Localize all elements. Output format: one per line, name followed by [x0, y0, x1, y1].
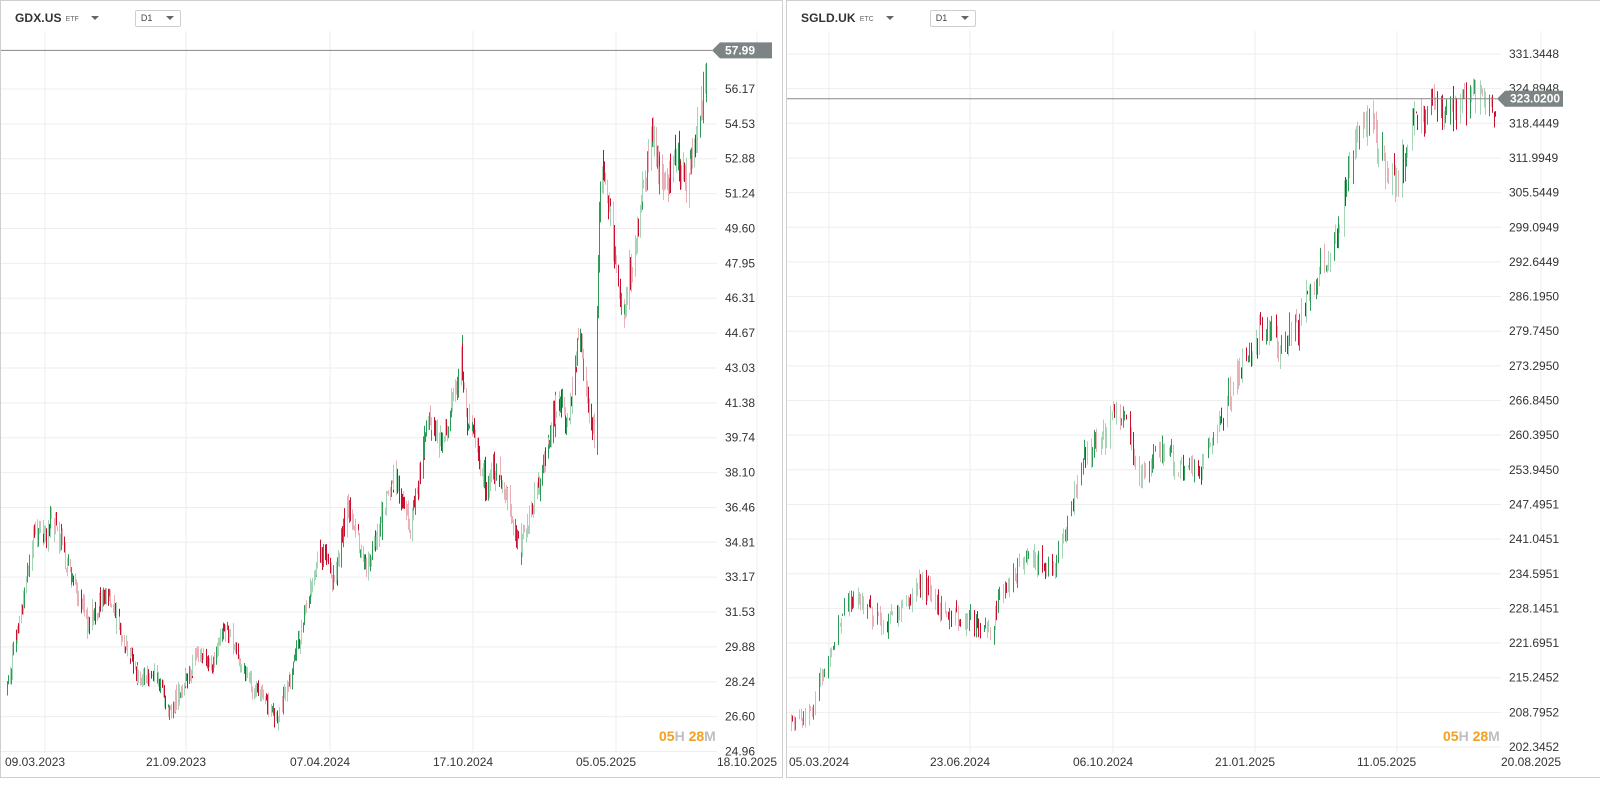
- y-tick-label: 46.31: [725, 291, 755, 305]
- x-tick-label: 05.03.2024: [789, 755, 849, 769]
- y-tick-label: 51.24: [725, 187, 755, 201]
- y-tick-label: 311.9949: [1509, 151, 1558, 165]
- price-tag-label: 57.99: [725, 43, 755, 57]
- y-tick-label: 43.03: [725, 361, 755, 375]
- y-tick-label: 318.4449: [1509, 116, 1559, 130]
- countdown-minutes-unit: M: [704, 728, 716, 744]
- y-tick-label: 208.7952: [1509, 705, 1559, 719]
- y-tick-label: 266.8450: [1509, 394, 1559, 408]
- y-tick-label: 279.7450: [1509, 324, 1559, 338]
- x-tick-label: 11.05.2025: [1357, 755, 1416, 769]
- chart-panel-gdx: GDX.US ETF D1 56.17 54.53 52.88 51.24 49.60 4…: [0, 0, 783, 778]
- price-chart[interactable]: 56.17 54.53 52.88 51.24 49.60 47.95 46.31 44.67…: [1, 1, 782, 777]
- y-tick-label: 41.38: [725, 396, 755, 410]
- countdown-hours-unit: H: [1458, 728, 1469, 744]
- countdown-minutes: 28: [1472, 728, 1489, 744]
- y-tick-label: 38.10: [725, 466, 755, 480]
- candle-countdown: 05H 28M: [659, 728, 716, 744]
- x-tick-label: 09.03.2023: [5, 755, 65, 769]
- x-tick-label: 17.10.2024: [433, 755, 493, 769]
- y-tick-label: 33.17: [725, 570, 755, 584]
- timeframe-select[interactable]: D1: [929, 9, 977, 27]
- symbol-dropdown-icon[interactable]: [90, 16, 99, 20]
- y-tick-label: 299.0949: [1509, 220, 1559, 234]
- chevron-down-icon: [961, 16, 970, 20]
- chevron-down-icon: [166, 16, 175, 20]
- x-tick-label: 07.04.2024: [290, 755, 350, 769]
- x-tick-label: 18.10.2025: [717, 755, 777, 769]
- countdown-hours: 05: [1443, 728, 1459, 744]
- candle-countdown: 05H 28M: [1443, 728, 1500, 744]
- symbol-name[interactable]: GDX.US: [15, 11, 62, 25]
- x-tick-label: 21.09.2023: [146, 755, 206, 769]
- y-tick-label: 47.95: [725, 256, 755, 270]
- current-price-tag: 323.0200: [1497, 90, 1563, 107]
- y-tick-label: 260.3950: [1509, 428, 1559, 442]
- y-tick-label: 56.17: [725, 82, 755, 96]
- y-tick-label: 221.6951: [1509, 636, 1559, 650]
- current-price-tag: 57.99: [712, 42, 772, 59]
- x-axis: 05.03.2024 23.06.2024 06.10.2024 21.01.2025…: [789, 755, 1561, 769]
- price-tag-label: 323.0200: [1510, 92, 1560, 106]
- x-tick-label: 23.06.2024: [930, 755, 990, 769]
- price-chart[interactable]: 331.3448324.8948318.4449311.9949305.5449…: [787, 1, 1600, 777]
- chart-panel-sgld: SGLD.UK ETC D1 331.3448 324.8948 318.4449 3…: [786, 0, 1600, 778]
- y-tick-label: 234.5951: [1509, 567, 1559, 581]
- x-axis: 09.03.2023 21.09.2023 07.04.2024 17.10.2024…: [5, 755, 777, 769]
- ohlc-bars: [7, 62, 707, 731]
- y-tick-label: 228.1451: [1509, 601, 1559, 615]
- y-tick-label: 52.88: [725, 152, 755, 166]
- y-axis: 56.17 54.53 52.88 51.24 49.60 47.95 46.31 44.67…: [725, 82, 755, 759]
- symbol-name[interactable]: SGLD.UK: [801, 11, 856, 25]
- ohlc-bars: [791, 78, 1496, 732]
- symbol-dropdown-icon[interactable]: [885, 16, 894, 20]
- symbol-type: ETF: [65, 16, 79, 23]
- y-tick-label: 28.24: [725, 675, 755, 689]
- countdown-hours-unit: H: [674, 728, 685, 744]
- y-tick-label: 305.5449: [1509, 186, 1559, 200]
- y-tick-label: 273.2950: [1509, 359, 1559, 373]
- y-tick-label: 29.88: [725, 640, 755, 654]
- symbol-type: ETC: [859, 16, 874, 23]
- y-tick-label: 286.1950: [1509, 290, 1559, 304]
- x-tick-label: 05.05.2025: [576, 755, 636, 769]
- y-tick-label: 24.96: [725, 745, 755, 759]
- x-tick-label: 06.10.2024: [1073, 755, 1133, 769]
- y-tick-label: 34.81: [725, 535, 755, 549]
- y-tick-label: 253.9450: [1509, 463, 1559, 477]
- y-tick-label: 292.6449: [1509, 255, 1559, 269]
- y-tick-label: 54.53: [725, 117, 755, 131]
- timeframe-select[interactable]: D1: [134, 9, 182, 27]
- price-tag-shape: [712, 42, 772, 59]
- grid-lines: [787, 31, 1542, 753]
- y-tick-label: 26.60: [725, 710, 755, 724]
- countdown-hours: 05: [659, 728, 675, 744]
- timeframe-label: D1: [935, 13, 948, 23]
- y-tick-label: 241.0451: [1509, 532, 1559, 546]
- chart-toolbar: GDX.US ETF D1: [15, 9, 182, 27]
- y-tick-label: 202.3452: [1509, 740, 1559, 754]
- x-tick-label: 21.01.2025: [1215, 755, 1275, 769]
- y-tick-label: 247.4951: [1509, 497, 1559, 511]
- y-tick-label: 49.60: [725, 221, 755, 235]
- price-tag-shape: [1497, 90, 1563, 107]
- y-tick-label: 31.53: [725, 605, 755, 619]
- x-tick-label: 20.08.2025: [1501, 755, 1561, 769]
- y-tick-label: 215.2452: [1509, 671, 1559, 685]
- y-tick-label: 36.46: [725, 500, 755, 514]
- timeframe-label: D1: [140, 13, 153, 23]
- y-tick-label: 39.74: [725, 431, 755, 445]
- y-axis: 331.3448324.8948318.4449311.9949305.5449…: [1509, 47, 1559, 754]
- countdown-minutes: 28: [688, 728, 705, 744]
- grid-lines: [1, 31, 758, 753]
- countdown-minutes-unit: M: [1488, 728, 1500, 744]
- y-tick-label: 44.67: [725, 326, 755, 340]
- y-tick-label: 331.3448: [1509, 47, 1559, 61]
- chart-toolbar: SGLD.UK ETC D1: [801, 9, 977, 27]
